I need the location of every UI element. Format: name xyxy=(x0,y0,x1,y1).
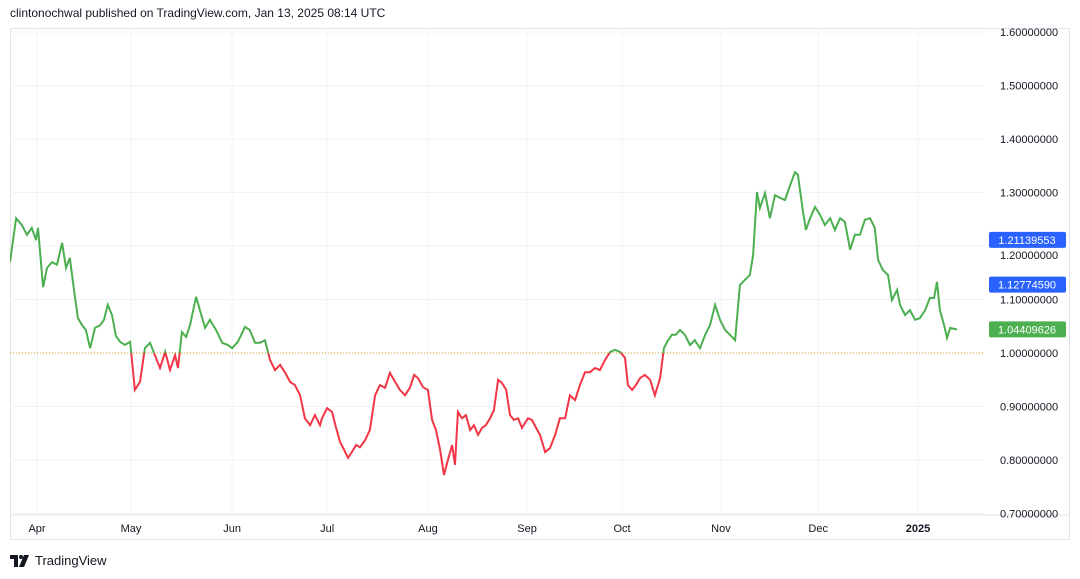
price-tick-label: 0.70000000 xyxy=(1000,509,1058,521)
tradingview-logo[interactable]: TradingView xyxy=(10,553,107,568)
series-line-below-baseline xyxy=(130,353,665,476)
price-label-background xyxy=(989,321,1066,338)
price-labels: 1.21139553 1.12774590 1.04409626 xyxy=(989,231,1066,338)
publish-info: clintonochwal published on TradingView.c… xyxy=(10,6,386,20)
chart-frame xyxy=(10,28,1070,540)
price-tick-label: 1.00000000 xyxy=(1000,348,1058,360)
chart[interactable]: 1.60000000 1.50000000 1.40000000 1.30000000… xyxy=(10,28,1070,540)
tradingview-logo-icon xyxy=(10,554,29,567)
series-line-above-baseline xyxy=(10,170,958,353)
price-label-text: 1.12774590 xyxy=(998,280,1056,292)
time-tick-label: Aug xyxy=(418,523,438,535)
price-label-text: 1.21139553 xyxy=(998,235,1055,247)
time-tick-label: Jun xyxy=(223,523,241,535)
price-tick-label: 1.60000000 xyxy=(1000,28,1058,39)
time-tick-label: Sep xyxy=(517,523,537,535)
time-tick-label: 2025 xyxy=(906,523,930,535)
time-axis[interactable]: Apr May Jun Jul Aug Sep Oct Nov Dec 2025 xyxy=(28,523,930,535)
price-tick-label: 1.50000000 xyxy=(1000,81,1058,93)
price-tick-label: 1.40000000 xyxy=(1000,134,1058,146)
price-tick-label: 1.20000000 xyxy=(1000,250,1058,262)
price-label-badge: 1.12774590 xyxy=(989,276,1066,293)
time-tick-label: Jul xyxy=(320,523,334,535)
price-tick-label: 0.80000000 xyxy=(1000,455,1058,467)
price-tick-label: 0.90000000 xyxy=(1000,402,1058,414)
price-axis[interactable]: 1.60000000 1.50000000 1.40000000 1.30000000… xyxy=(1000,28,1058,521)
time-tick-label: May xyxy=(121,523,142,535)
tradingview-logo-text: TradingView xyxy=(35,553,107,568)
price-label-background xyxy=(989,276,1066,293)
time-tick-label: Apr xyxy=(28,523,45,535)
grid xyxy=(10,28,1070,516)
price-label-badge: 1.04409626 xyxy=(989,321,1066,338)
price-label-background xyxy=(989,231,1066,248)
price-label-text: 1.04409626 xyxy=(998,324,1056,336)
time-tick-label: Dec xyxy=(808,523,828,535)
price-tick-label: 1.10000000 xyxy=(1000,295,1058,307)
time-tick-label: Nov xyxy=(711,523,731,535)
price-label-badge: 1.21139553 xyxy=(989,231,1066,248)
price-tick-label: 1.30000000 xyxy=(1000,188,1058,200)
time-tick-label: Oct xyxy=(614,523,631,535)
